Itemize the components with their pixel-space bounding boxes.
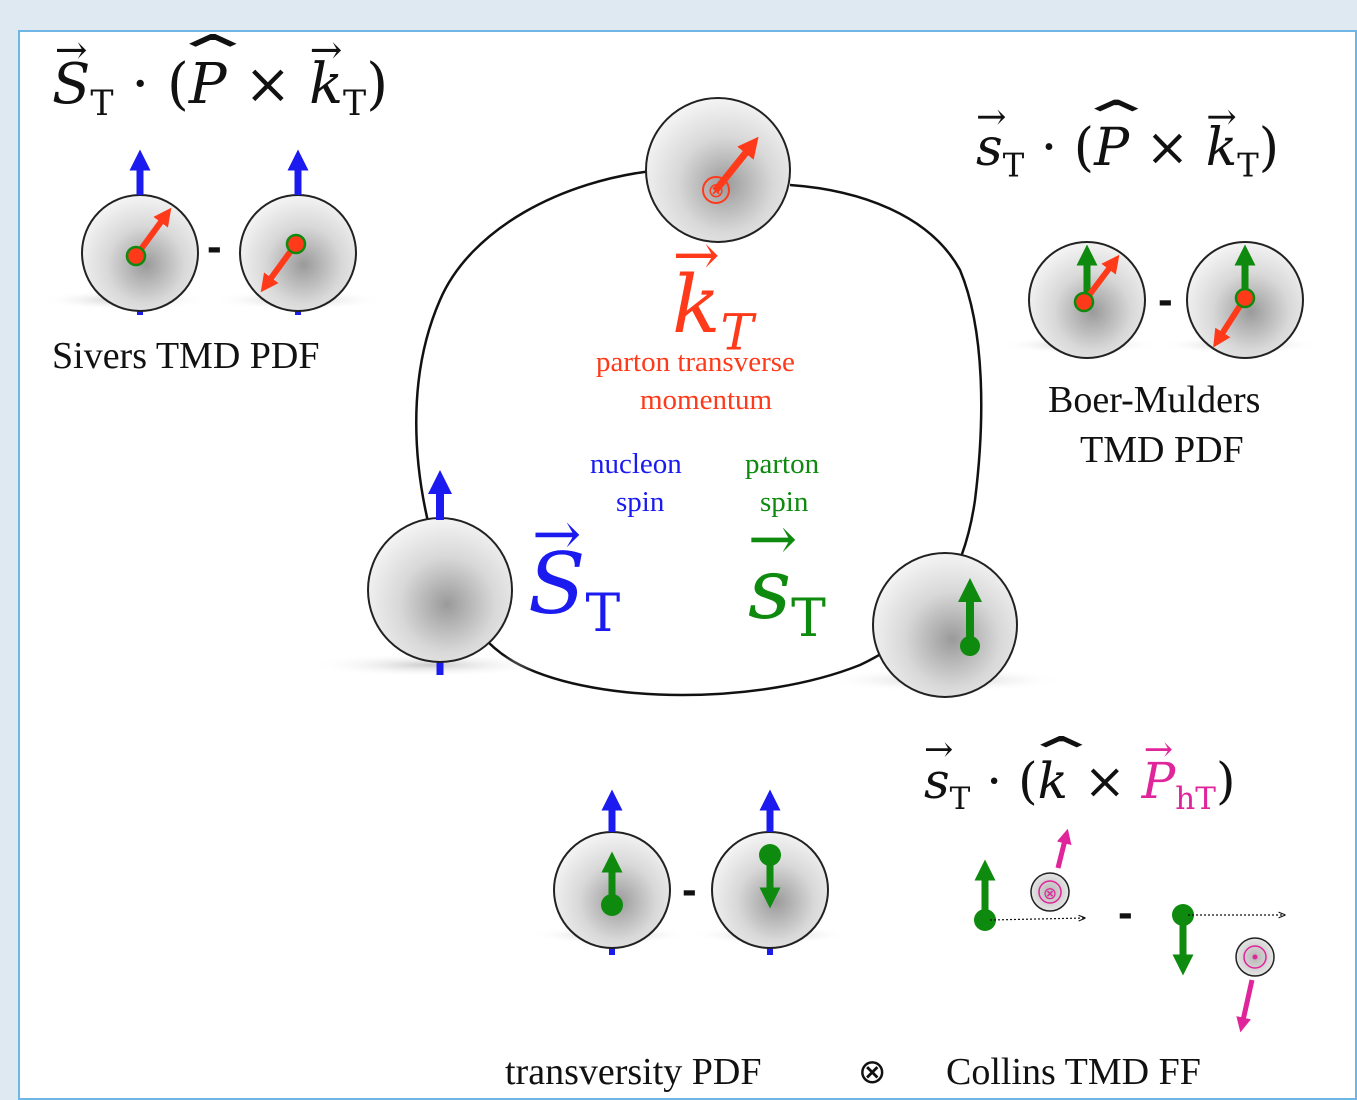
transversity-diagram — [530, 789, 850, 955]
transversity-label: transversity PDF — [505, 1051, 762, 1093]
ST-symbol: ST — [528, 499, 620, 645]
nucleon-spin-ball — [310, 470, 550, 677]
kt-ball: ⊗ — [645, 97, 791, 243]
collins-formula: sT · (k × PhT) — [924, 730, 1235, 817]
nucleon-spin-label-1: nucleon — [590, 448, 682, 480]
boer-mulders-label-2: TMD PDF — [1080, 429, 1244, 471]
minus-sign: - — [1118, 888, 1133, 937]
parton-spin-label-2: spin — [760, 486, 809, 518]
collins-diagram: ⊗ — [974, 828, 1285, 1033]
minus-sign: - — [1158, 275, 1173, 324]
svg-text:⊗: ⊗ — [708, 178, 725, 202]
boer-mulders-label-1: Boer-Mulders — [1048, 379, 1261, 421]
central-loop — [415, 168, 983, 697]
svg-text:⊗: ⊗ — [1043, 884, 1057, 904]
collins-label: Collins TMD FF — [946, 1051, 1201, 1093]
kt-description-1: parton transverse — [596, 346, 795, 378]
parton-spin-ball — [825, 552, 1065, 698]
sivers-diagram — [40, 149, 383, 315]
minus-sign: - — [207, 222, 222, 271]
parton-spin-label-1: parton — [745, 448, 820, 480]
minus-sign: - — [682, 865, 697, 914]
boer-mulders-formula: sT · (P × kT) — [976, 95, 1279, 184]
nucleon-spin-label-2: spin — [616, 486, 665, 518]
boer-mulders-diagram — [1000, 241, 1320, 359]
sT-symbol: sT — [748, 504, 826, 650]
sivers-formula: ST · (P × kT) — [52, 28, 388, 124]
kt-symbol: kT — [672, 223, 754, 361]
sivers-label: Sivers TMD PDF — [52, 335, 320, 377]
kt-description-2: momentum — [640, 384, 773, 416]
otimes-symbol: ⊗ — [858, 1052, 887, 1092]
